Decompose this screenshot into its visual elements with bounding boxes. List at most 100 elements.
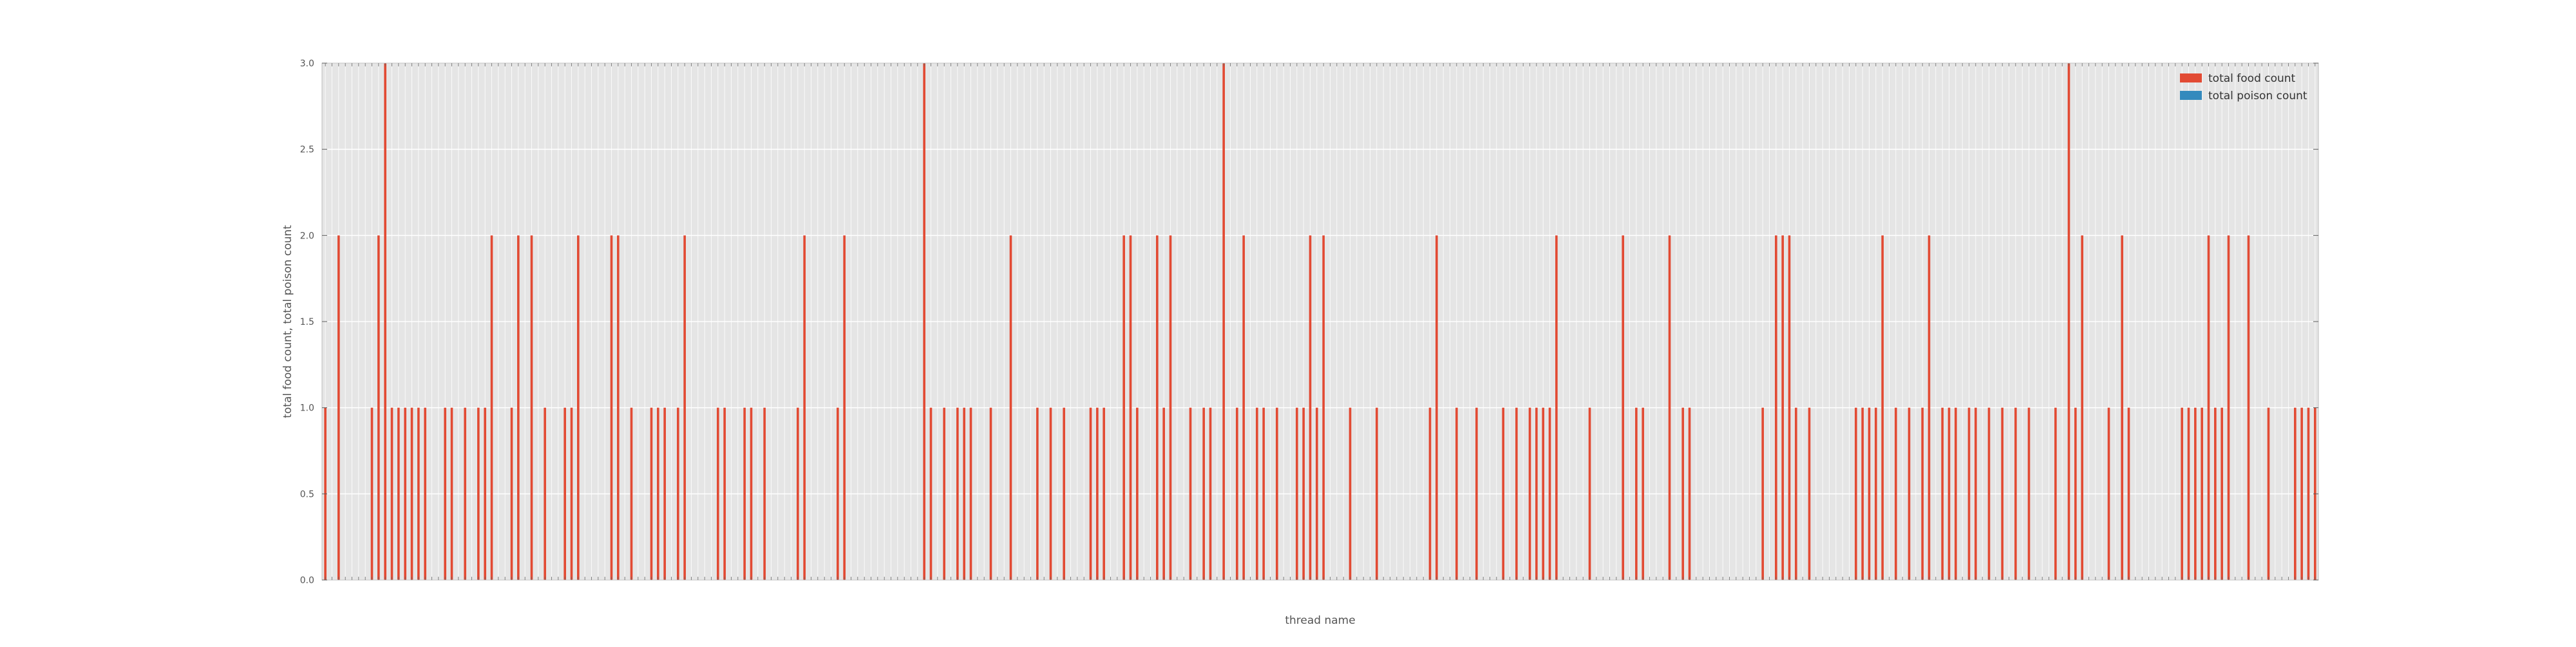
bar-food [1788, 235, 1791, 580]
legend-swatch-poison [2180, 91, 2202, 100]
bar-food [377, 235, 380, 580]
bar-food [1309, 235, 1312, 580]
y-tick-label: 0.5 [300, 489, 314, 499]
y-tick-label: 1.0 [300, 403, 314, 414]
bar-food [2307, 407, 2310, 580]
y-tick-label: 2.0 [300, 231, 314, 241]
bar-food [750, 407, 753, 580]
bar-food [2194, 407, 2197, 580]
bar-food [1349, 407, 1352, 580]
bar-food [2294, 407, 2297, 580]
bar-food [1908, 407, 1911, 580]
bar-food [1548, 407, 1551, 580]
bar-food [1535, 407, 1538, 580]
bar-food [1927, 235, 1931, 580]
bar-food [1189, 407, 1192, 580]
bar-food [544, 407, 546, 580]
bar-food [1242, 235, 1245, 580]
bar-food [2107, 407, 2110, 580]
bar-food [417, 407, 420, 580]
bar-food [1162, 407, 1165, 580]
bar-food [490, 235, 493, 580]
bar-food [1975, 407, 1977, 580]
bar-food [683, 235, 686, 580]
bar-food [1515, 407, 1518, 580]
bar-food [1129, 235, 1132, 580]
bar-food [617, 235, 620, 580]
bar-food [1316, 407, 1318, 580]
bar-food [2074, 407, 2077, 580]
bar-food [1861, 407, 1864, 580]
bar-food [2207, 235, 2210, 580]
y-tick-label: 2.5 [300, 145, 314, 155]
bar-food [1688, 407, 1691, 580]
bar-food [2267, 407, 2270, 580]
bar-food [1428, 407, 1432, 580]
bar-food [1881, 235, 1884, 580]
bar-food [370, 407, 374, 580]
bar-food [1941, 407, 1944, 580]
bar-food [1156, 235, 1159, 580]
bar-food [424, 407, 426, 580]
bar-food [1202, 407, 1205, 580]
bar-food [410, 407, 413, 580]
bar-food [397, 407, 400, 580]
bar-food [2214, 407, 2217, 580]
bar-food [1236, 407, 1238, 580]
bar-food [1435, 235, 1438, 580]
bar-food [663, 407, 666, 580]
bar-food [450, 407, 453, 580]
bar-food [1169, 235, 1172, 580]
legend-label-poison: total poison count [2208, 90, 2307, 102]
bar-food [2227, 235, 2230, 580]
bar-food [384, 63, 386, 580]
bar-food [797, 407, 799, 580]
bar-food [1322, 235, 1325, 580]
bar-food [1967, 407, 1971, 580]
y-tick-label: 1.5 [300, 317, 314, 327]
bar-food [843, 235, 846, 580]
bar-food [956, 407, 959, 580]
bar-food [2054, 407, 2057, 580]
bar-food [1276, 407, 1278, 580]
bar-food [803, 235, 806, 580]
bar-food [963, 407, 965, 580]
bar-food [1009, 235, 1012, 580]
bar-food [630, 407, 633, 580]
bar-food [1761, 407, 1764, 580]
bar-food [1376, 407, 1378, 580]
bar-food [610, 235, 613, 580]
bar-food [2187, 407, 2190, 580]
bar-food [2201, 407, 2203, 580]
bar-food [1136, 407, 1139, 580]
bar-food [1036, 407, 1039, 580]
bar-food [1955, 407, 1957, 580]
bar-food [337, 235, 340, 580]
bar-food [2081, 235, 2083, 580]
bar-food [404, 407, 406, 580]
bar-food [444, 407, 446, 580]
bar-food [1049, 407, 1052, 580]
bar-food [564, 407, 566, 580]
bar-food [1668, 235, 1671, 580]
bar-food [2221, 407, 2223, 580]
bar-food [484, 407, 486, 580]
bar-food [2014, 407, 2017, 580]
bar-food [1528, 407, 1531, 580]
bar-food [1781, 235, 1784, 580]
bar-food [1222, 63, 1225, 580]
bar-food [1302, 407, 1305, 580]
bar-food [1895, 407, 1897, 580]
legend-swatch-food [2180, 73, 2202, 82]
bar-food [1681, 407, 1684, 580]
bar-food [570, 407, 573, 580]
bar-food [2121, 235, 2123, 580]
bar-food [1475, 407, 1478, 580]
y-axis: 0.0 0.5 1.0 1.5 2.0 2.5 3.0 [300, 59, 2318, 586]
bar-food [657, 407, 659, 580]
bar-food [1775, 235, 1777, 580]
bar-food [1089, 407, 1092, 580]
bar-food [510, 407, 513, 580]
bar-food [530, 235, 533, 580]
